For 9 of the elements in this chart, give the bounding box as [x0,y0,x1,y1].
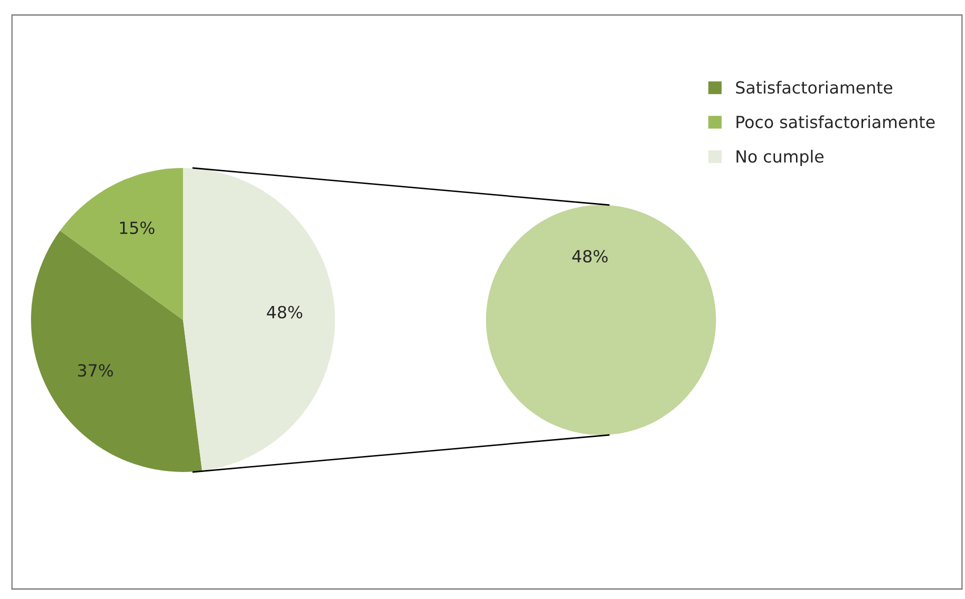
data-label: 48% [572,250,608,263]
data-label: 48% [266,306,302,318]
legend-label: Poco satisfactoriamente [736,115,935,128]
pie-slice [183,168,335,471]
pie-slice [60,168,183,320]
legend-label: Satisfactoriamente [736,80,892,94]
data-label: 15% [120,221,154,234]
data-label: 37% [78,364,113,377]
legend-label: No cumple [736,150,824,166]
